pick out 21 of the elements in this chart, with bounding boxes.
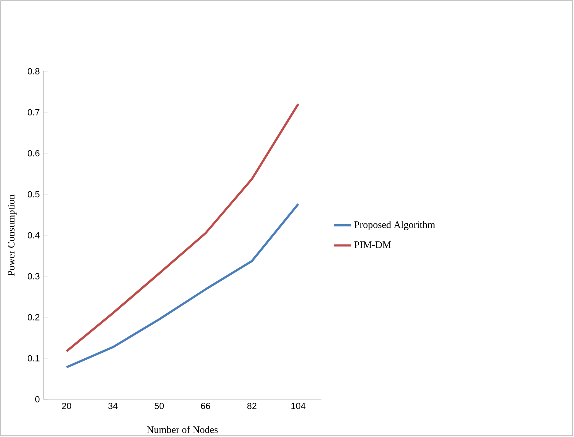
y-tick-label: 0.6: [28, 150, 40, 157]
y-axis-title: Power Consumption: [8, 194, 17, 276]
x-tick-label: 50: [154, 403, 164, 410]
y-tick-label: 0.8: [28, 68, 40, 75]
x-tick-label: 20: [62, 403, 72, 410]
x-axis-title: Number of Nodes: [147, 426, 218, 434]
y-tick-label: 0: [35, 396, 40, 403]
y-tick-label: 0.3: [28, 273, 40, 280]
legend-label: Proposed Algorithm: [354, 221, 436, 230]
y-tick-label: 0.4: [28, 232, 40, 239]
x-tick-label: 104: [292, 403, 306, 410]
x-tick-label: 82: [248, 403, 257, 410]
x-tick-label: 34: [108, 403, 118, 410]
legend-label: PIM-DM: [354, 242, 392, 248]
y-tick-label: 0.5: [28, 191, 40, 198]
y-tick-label: 0.2: [28, 314, 40, 321]
y-tick-label: 0.1: [28, 355, 40, 362]
line-series: [66, 103, 300, 353]
line-series: [66, 203, 300, 369]
y-tick-label: 0.7: [28, 109, 40, 116]
x-tick-label: 66: [201, 403, 210, 410]
